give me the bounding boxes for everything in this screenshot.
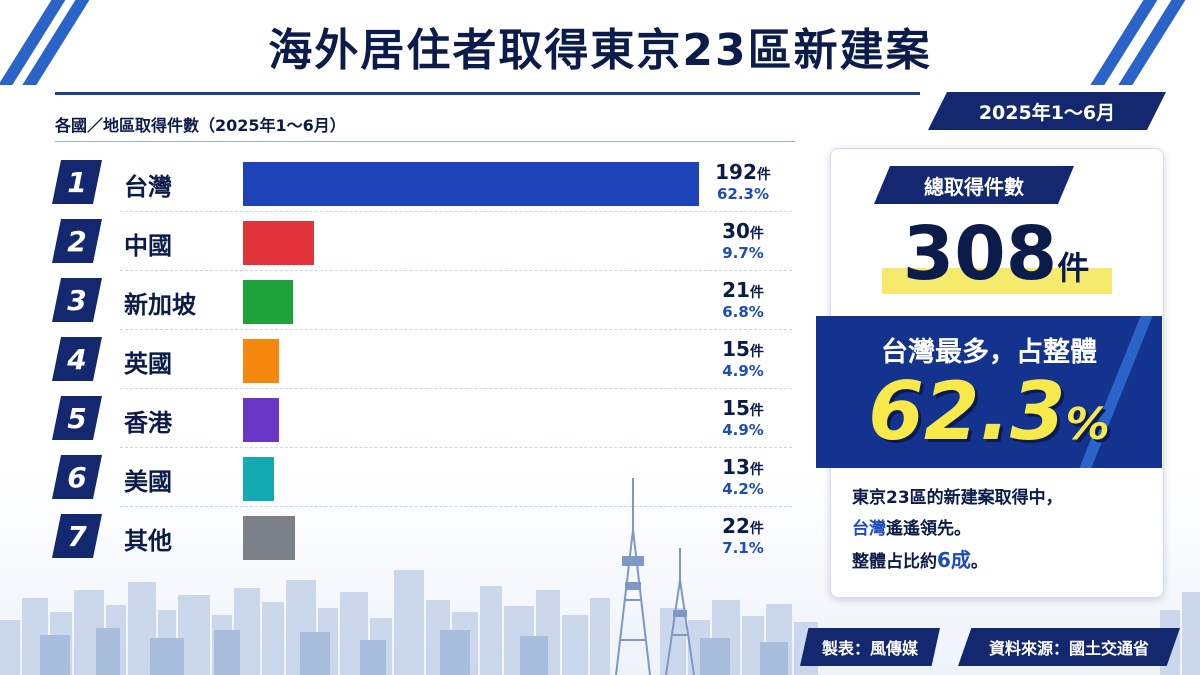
chart-row: 7 其他 22件 7.1% (52, 514, 792, 560)
rank-badge: 2 (52, 219, 102, 263)
title-divider (55, 92, 920, 95)
total-unit: 件 (1057, 249, 1090, 287)
chart-row: 2 中國 30件 9.7% (52, 219, 792, 265)
source-credit: 資料來源：國土交通省 (958, 628, 1180, 666)
note-line-3-text-a: 整體占比約 (852, 552, 937, 572)
category-label: 美國 (124, 468, 172, 496)
value-number: 30 (722, 219, 750, 243)
total-value: 308 (902, 211, 1058, 297)
value-unit: 件 (749, 403, 764, 419)
share-number: 62.3 (868, 365, 1066, 458)
note-line-3-text-b: 。 (970, 552, 988, 572)
rank-badge: 5 (52, 396, 102, 440)
value-label: 15件 (703, 396, 783, 423)
bar (243, 162, 699, 206)
row-separator (120, 506, 792, 507)
rank-badge: 7 (52, 514, 102, 558)
bar (243, 221, 314, 265)
value-unit: 件 (749, 521, 764, 537)
value-number: 15 (722, 396, 750, 420)
value-label: 15件 (703, 337, 783, 364)
value-label: 22件 (703, 514, 783, 541)
row-separator (120, 329, 792, 330)
chart-row: 5 香港 15件 4.9% (52, 396, 792, 442)
value-number: 21 (722, 278, 750, 302)
bar (243, 516, 295, 560)
share-box (816, 316, 1162, 468)
chart-row: 1 台灣 192件 62.3% (52, 160, 792, 206)
note-line-1: 東京23區的新建案取得中， (852, 487, 1152, 509)
value-unit: 件 (756, 167, 771, 183)
percent-label: 9.7% (722, 244, 764, 262)
value-number: 13 (722, 455, 750, 479)
total-label: 總取得件數 (874, 166, 1074, 204)
chart-row: 6 美國 13件 4.2% (52, 455, 792, 501)
percent-label: 6.8% (722, 303, 764, 321)
share-label: 台灣最多，占整體 (881, 337, 1097, 368)
note-line-2: 台灣遙遙領先。 (852, 518, 1152, 540)
total-count: 308件 (830, 206, 1162, 316)
period-tag: 2025年1～6月 (928, 92, 1166, 130)
note-line-2-text: 遙遙領先。 (886, 519, 971, 539)
chart-row: 4 英國 15件 4.9% (52, 337, 792, 383)
chart-row: 3 新加坡 21件 6.8% (52, 278, 792, 324)
note-line-1-text: 東京23區的新建案取得中， (852, 488, 1063, 508)
value-unit: 件 (749, 226, 764, 242)
bar (243, 280, 293, 324)
category-label: 台灣 (124, 173, 172, 201)
percent-label: 4.2% (722, 480, 764, 498)
bar (243, 339, 279, 383)
note-highlight: 台灣 (852, 519, 886, 539)
value-unit: 件 (749, 462, 764, 478)
row-separator (120, 211, 792, 212)
producer-credit: 製表：風傳媒 (800, 628, 940, 666)
subtitle-divider (55, 141, 795, 142)
note-line-3: 整體占比約6成。 (852, 549, 1152, 573)
chart-subtitle: 各國／地區取得件數（2025年1～6月） (55, 116, 346, 135)
row-separator (120, 270, 792, 271)
value-label: 192件 (703, 160, 783, 187)
value-label: 30件 (703, 219, 783, 246)
rank-badge: 3 (52, 278, 102, 322)
category-label: 英國 (124, 350, 172, 378)
value-number: 192 (715, 160, 757, 184)
value-label: 13件 (703, 455, 783, 482)
category-label: 新加坡 (124, 291, 196, 319)
percent-label: 62.3% (716, 185, 770, 203)
value-number: 22 (722, 514, 750, 538)
category-label: 其他 (124, 527, 172, 555)
bar (243, 398, 279, 442)
value-unit: 件 (749, 344, 764, 360)
value-number: 15 (722, 337, 750, 361)
share-value: 62.3% (816, 362, 1162, 475)
row-separator (120, 388, 792, 389)
rank-badge: 1 (52, 160, 102, 204)
row-separator (120, 447, 792, 448)
share-unit: % (1065, 399, 1110, 450)
rank-badge: 6 (52, 455, 102, 499)
tokyo-skyline-illustration (0, 478, 1200, 675)
percent-label: 4.9% (722, 421, 764, 439)
bar (243, 457, 274, 501)
rank-badge: 4 (52, 337, 102, 381)
value-unit: 件 (749, 285, 764, 301)
total-highlight (882, 268, 1112, 294)
category-label: 中國 (124, 232, 172, 260)
percent-label: 4.9% (722, 362, 764, 380)
category-label: 香港 (124, 409, 172, 437)
percent-label: 7.1% (722, 539, 764, 557)
note-highlight: 6成 (937, 548, 971, 572)
page-title: 海外居住者取得東京23區新建案 (268, 25, 932, 76)
value-label: 21件 (703, 278, 783, 305)
